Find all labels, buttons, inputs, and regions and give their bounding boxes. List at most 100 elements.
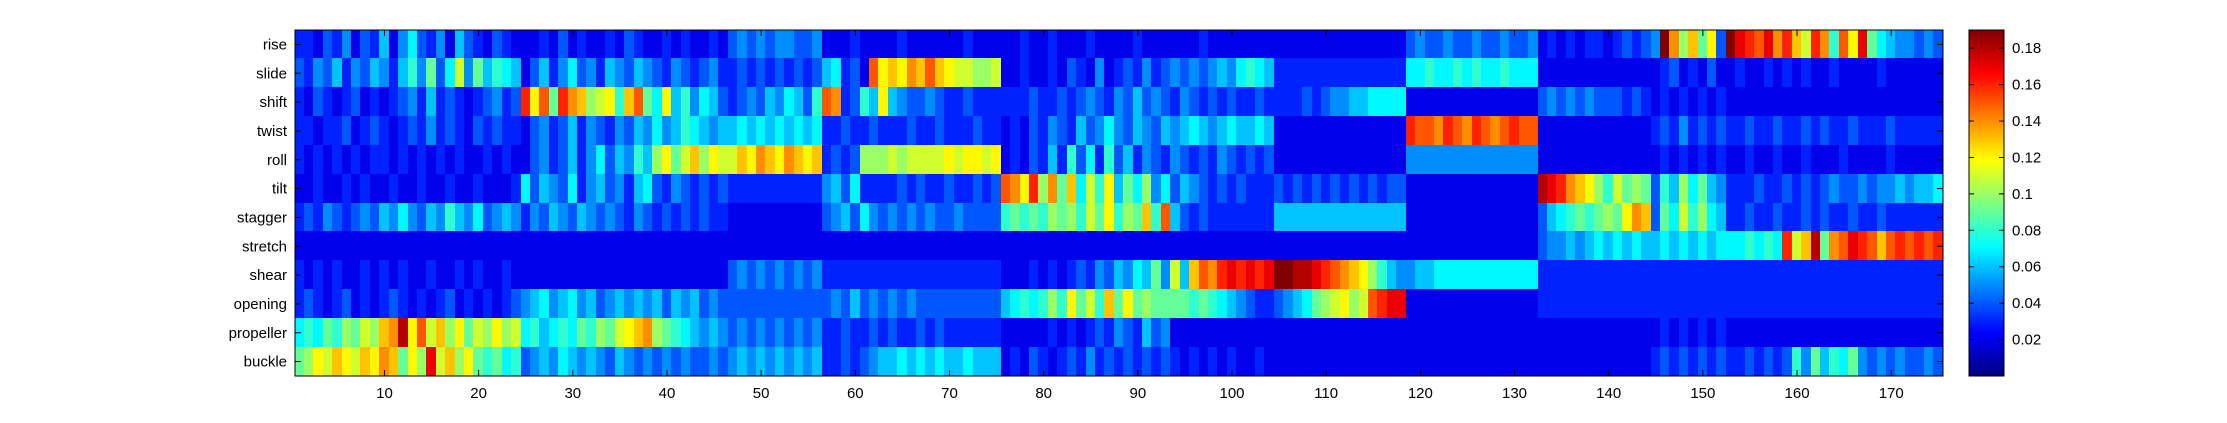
heatmap-cell bbox=[662, 87, 673, 118]
heatmap-cell bbox=[370, 318, 381, 349]
heatmap-cell bbox=[1114, 289, 1125, 320]
heatmap-cell bbox=[1716, 318, 1728, 349]
heatmap-cell bbox=[1217, 289, 1229, 320]
heatmap-cell bbox=[1547, 347, 1558, 377]
heatmap-cell bbox=[1340, 30, 1351, 60]
heatmap-cell bbox=[408, 116, 419, 147]
heatmap-cell bbox=[1302, 30, 1314, 60]
heatmap-cell bbox=[1208, 116, 1219, 147]
heatmap-cell bbox=[313, 58, 325, 89]
heatmap-cell bbox=[1104, 260, 1116, 291]
heatmap-cell bbox=[1905, 30, 1916, 60]
heatmap-cell bbox=[389, 145, 400, 176]
heatmap-cell bbox=[1745, 174, 1756, 204]
heatmap-cell bbox=[464, 260, 475, 291]
heatmap-cell bbox=[1594, 318, 1605, 349]
heatmap-cell bbox=[1151, 231, 1163, 262]
heatmap-cell bbox=[1924, 174, 1935, 204]
heatmap-cell bbox=[982, 203, 993, 233]
heatmap-cell bbox=[1095, 203, 1106, 233]
heatmap-cell bbox=[1547, 87, 1558, 118]
heatmap-cell bbox=[1170, 289, 1182, 320]
heatmap-cell bbox=[822, 30, 833, 60]
heatmap-cell bbox=[1217, 318, 1229, 349]
heatmap-cell bbox=[1189, 116, 1201, 147]
heatmap-cell bbox=[1566, 174, 1577, 204]
heatmap-cell bbox=[1048, 231, 1059, 262]
heatmap-cell bbox=[1264, 174, 1276, 204]
heatmap-cell bbox=[812, 347, 824, 377]
heatmap-cell bbox=[1312, 318, 1323, 349]
heatmap-cell bbox=[615, 289, 626, 320]
heatmap-cell bbox=[907, 289, 918, 320]
heatmap-cell bbox=[417, 58, 428, 89]
heatmap-cell bbox=[558, 203, 570, 233]
heatmap-cell bbox=[1415, 145, 1427, 176]
heatmap-cell bbox=[718, 58, 730, 89]
heatmap-cell bbox=[1161, 174, 1172, 204]
heatmap-cell bbox=[1462, 260, 1474, 291]
heatmap-cell bbox=[389, 260, 400, 291]
heatmap-cell bbox=[1829, 203, 1841, 233]
heatmap-cell bbox=[1886, 174, 1897, 204]
heatmap-cell bbox=[1651, 203, 1662, 233]
heatmap-cell bbox=[1594, 145, 1605, 176]
heatmap-cell bbox=[1020, 260, 1031, 291]
heatmap-cell bbox=[1679, 174, 1690, 204]
heatmap-cell bbox=[568, 318, 579, 349]
heatmap-cell bbox=[455, 289, 466, 320]
heatmap-cell bbox=[1434, 289, 1445, 320]
heatmap-cell bbox=[1924, 145, 1935, 176]
row-label: propeller bbox=[229, 325, 287, 342]
heatmap-cell bbox=[1914, 87, 1926, 118]
heatmap-cell bbox=[511, 260, 523, 291]
heatmap-cell bbox=[473, 231, 485, 262]
heatmap-cell bbox=[935, 30, 946, 60]
heatmap-cell bbox=[1764, 145, 1775, 176]
heatmap-cell bbox=[1698, 289, 1709, 320]
heatmap-cell bbox=[521, 318, 532, 349]
heatmap-cell bbox=[1528, 289, 1540, 320]
heatmap-cell bbox=[1801, 145, 1813, 176]
heatmap-cell bbox=[1114, 203, 1125, 233]
heatmap-cell bbox=[1349, 260, 1361, 291]
heatmap-cell bbox=[313, 289, 325, 320]
heatmap-cell bbox=[1302, 58, 1314, 89]
heatmap-cell bbox=[1076, 58, 1088, 89]
heatmap-cell bbox=[1566, 260, 1577, 291]
heatmap-cell bbox=[549, 174, 560, 204]
heatmap-cell bbox=[737, 145, 749, 176]
heatmap-cell bbox=[596, 116, 607, 147]
heatmap-cell bbox=[624, 203, 636, 233]
heatmap-cell bbox=[1905, 116, 1916, 147]
heatmap-cell bbox=[1801, 203, 1813, 233]
heatmap-cell bbox=[1603, 260, 1615, 291]
heatmap-cell bbox=[634, 174, 645, 204]
heatmap-cell bbox=[577, 58, 588, 89]
heatmap-cell bbox=[1839, 174, 1850, 204]
heatmap-cell bbox=[408, 145, 419, 176]
heatmap-cell bbox=[1293, 231, 1304, 262]
heatmap-cell bbox=[1010, 174, 1022, 204]
heatmap-cell bbox=[1782, 289, 1794, 320]
heatmap-cell bbox=[436, 116, 447, 147]
heatmap-cell bbox=[1425, 116, 1436, 147]
heatmap-cell bbox=[718, 116, 730, 147]
heatmap-cell bbox=[1133, 347, 1144, 377]
heatmap-cell bbox=[1905, 231, 1916, 262]
heatmap-cell bbox=[737, 231, 749, 262]
heatmap-cell bbox=[1481, 203, 1492, 233]
heatmap-cell bbox=[568, 116, 579, 147]
heatmap-cell bbox=[973, 87, 984, 118]
heatmap-cell bbox=[360, 347, 372, 377]
heatmap-cell bbox=[1434, 318, 1445, 349]
heatmap-cell bbox=[1490, 87, 1502, 118]
heatmap-cell bbox=[1500, 318, 1511, 349]
heatmap-cell bbox=[530, 30, 541, 60]
heatmap-cell bbox=[944, 203, 956, 233]
heatmap-cell bbox=[681, 58, 692, 89]
heatmap-cell bbox=[803, 318, 814, 349]
heatmap-cell bbox=[878, 87, 890, 118]
heatmap-cell bbox=[709, 260, 720, 291]
heatmap-cell bbox=[775, 30, 786, 60]
